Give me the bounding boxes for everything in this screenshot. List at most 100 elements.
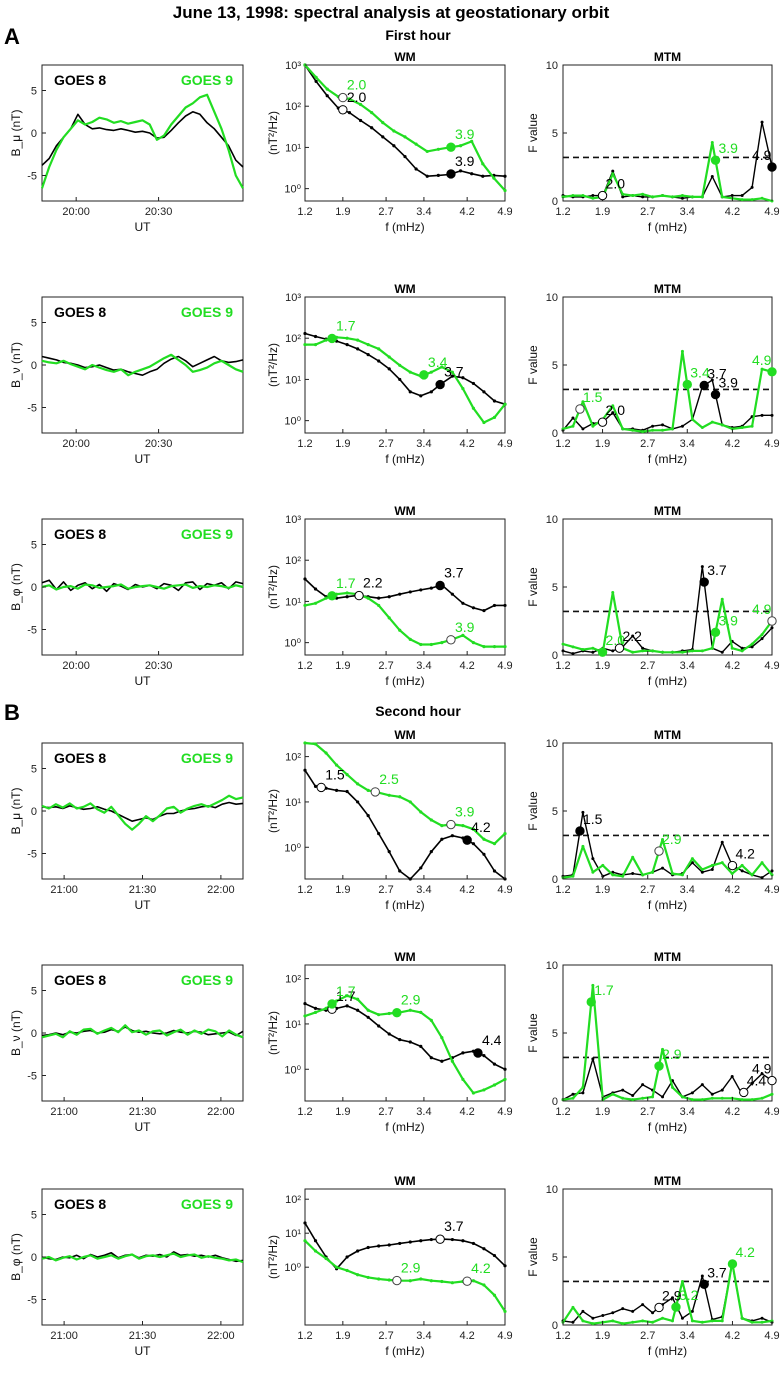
mtm-point-goes9 [641,192,645,196]
wm-point-goes8 [387,1032,391,1036]
wm-point-goes9 [398,363,402,367]
mtm-ytick-label: 5 [552,1028,558,1040]
wm-peak-marker-goes9 [338,92,348,103]
mtm-point-goes8 [611,649,615,653]
wm-point-goes8 [347,110,352,115]
mtm-point-goes8 [680,424,684,428]
panel-row-a-b-phi: 5 0 -5 20:00 20:30 UT B_φ (nT) GOES 8 GOES 9 WM 10… [9,504,780,688]
mtm-xtick-label: 1.9 [595,884,610,896]
mtm-point-goes9 [611,404,615,408]
wm-xtick-label: 3.4 [416,884,431,896]
mtm-point-goes9 [641,649,645,653]
wm-point-goes8 [482,390,486,394]
mtm-point-goes9 [621,1322,625,1326]
ts-ytick-label: 5 [31,1210,37,1222]
ts-line-goes8 [41,355,244,377]
wm-peak-label-goes9: 3.9 [455,804,475,820]
wm-point-goes9 [324,596,328,600]
wm-ylabel: (nT²/Hz) [266,1235,280,1279]
wm-ytick-label: 10² [285,555,301,567]
mtm-point-goes9 [631,1098,635,1102]
mtm-point-goes9 [740,1098,744,1102]
mtm-point-goes9 [770,1092,774,1096]
wm-xtick-label: 4.2 [460,1330,475,1342]
wm-point-goes8 [503,1067,507,1071]
mtm-ylabel: F value [526,1237,540,1277]
wm-title: WM [394,504,415,518]
mtm-xtick-label: 1.9 [595,438,610,450]
wm-point-goes9 [387,793,391,797]
mtm-point-goes9 [661,1047,665,1051]
ts-xtick-label: 20:30 [145,438,173,450]
wm-point-goes9 [492,1083,497,1087]
ts-xlabel: UT [135,220,152,234]
wm-point-goes9 [482,1283,486,1287]
wm-point-goes8 [387,595,391,599]
mtm-point-goes9 [561,195,565,199]
mtm-peak-label-goes9: 2.9 [662,831,682,847]
mtm-line-goes9 [562,984,773,1101]
wm-point-goes8 [503,603,507,608]
wm-point-goes9 [419,1010,423,1014]
mtm-ytick-label: 0 [552,196,558,208]
mtm-point-goes9 [690,417,694,421]
mtm-point-goes8 [710,1092,714,1096]
ts-ytick-label: 0 [31,1252,37,1264]
wm-ytick-label: 10¹ [285,797,301,809]
mtm-point-goes9 [730,872,734,876]
wm-xtick-label: 1.9 [335,884,350,896]
mtm-axes-box [562,1188,773,1326]
wm-point-goes9 [356,1273,360,1277]
wm-point-goes9 [377,1277,381,1281]
wm-point-goes8 [458,169,463,173]
wm-peak-label-goes9: 1.7 [336,317,356,333]
ts-ytick-label: 0 [31,128,37,140]
wm-xtick-label: 1.9 [335,206,350,218]
mtm-point-goes9 [621,1096,625,1100]
mtm-peak-marker-goes9 [654,1061,664,1071]
wm-point-goes9 [482,1088,486,1092]
wm-point-goes9 [503,832,507,836]
mtm-point-goes8 [581,1091,585,1095]
mtm-point-goes8 [651,424,655,428]
mtm-point-goes9 [720,423,724,427]
wm-peak-label-goes9: 1.7 [336,983,356,999]
mtm-ytick-label: 10 [546,1184,558,1196]
mtm-point-goes9 [651,1320,655,1324]
wm-line-goes9 [304,741,506,845]
mtm-peak-label-goes9: 3.9 [719,612,739,628]
panel-row-a-b-mu: 5 0 -5 20:00 20:30 UT B_μ (nT) GOES 8 GOES 9 WM 10… [9,50,780,234]
ts-axes-box [41,742,244,880]
mtm-point-goes9 [690,1319,694,1323]
wm-peak-label-goes9: 2.0 [347,77,367,93]
mtm-peak-label-goes8: 4.9 [752,147,772,163]
mtm-xtick-label: 4.9 [764,206,779,218]
mtm-point-goes8 [700,870,704,874]
wm-point-goes8 [482,608,486,613]
mtm-peak-marker-goes8 [767,162,777,172]
mtm-peak-marker-goes9 [654,846,664,856]
wm-point-goes9 [440,1279,444,1284]
wm-point-goes9 [370,110,374,115]
mtm-point-goes9 [631,194,635,198]
ts-xtick-label: 20:00 [62,206,90,218]
mtm-point-goes9 [661,1316,665,1320]
ts-xtick-label: 20:00 [62,438,90,450]
wm-point-goes8 [398,1241,402,1246]
mtm-point-goes9 [561,642,565,646]
mtm-point-goes9 [770,873,774,877]
wm-line-goes8 [304,769,506,880]
ts-line-goes9 [41,1024,244,1039]
mtm-point-goes9 [661,650,665,654]
wm-point-goes9 [419,1277,423,1281]
mtm-xtick-label: 1.2 [555,1106,570,1118]
mtm-xlabel: f (mHz) [648,220,687,234]
wm-point-goes8 [471,842,476,846]
mtm-ytick-label: 10 [546,738,558,750]
mtm-point-goes8 [710,378,714,382]
wm-point-goes8 [461,1239,465,1243]
wm-ylabel: (nT²/Hz) [266,343,280,387]
wm-point-goes9 [345,1268,349,1273]
wm-axes-box [304,64,506,202]
ts-xtick-label: 21:30 [129,1106,157,1118]
